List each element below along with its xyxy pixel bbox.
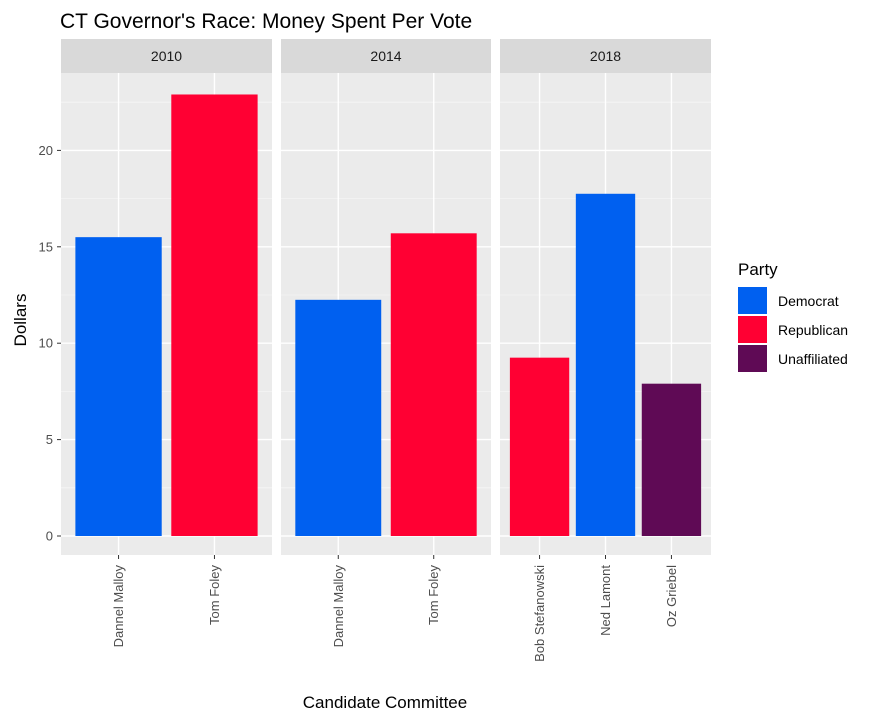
legend-key-republican xyxy=(738,316,767,343)
y-tick-label: 15 xyxy=(39,239,53,254)
x-tick-label: Oz Griebel xyxy=(664,565,679,627)
bar-dannel-malloy xyxy=(75,237,162,536)
y-tick-label: 5 xyxy=(46,432,53,447)
legend-title: Party xyxy=(738,260,778,279)
y-tick-label: 0 xyxy=(46,529,53,544)
legend: Party Democrat Republican Unaffiliated xyxy=(738,260,848,372)
y-tick-label: 20 xyxy=(39,143,53,158)
facet-panels: 2010 Dannel Malloy Tom Foley 2014 Dannel Mal… xyxy=(61,39,711,662)
facet-strip xyxy=(500,39,711,73)
bar-oz-griebel xyxy=(641,383,702,536)
bar-tom-foley xyxy=(390,233,477,536)
legend-key-democrat xyxy=(738,287,767,314)
bar-dannel-malloy xyxy=(295,299,382,536)
facet-strip-label: 2010 xyxy=(151,48,182,64)
facet-strip-label: 2014 xyxy=(370,48,401,64)
y-axis-title: Dollars xyxy=(11,294,30,347)
facet-strip xyxy=(61,39,272,73)
x-tick-label: Tom Foley xyxy=(207,565,222,625)
x-tick-label: Tom Foley xyxy=(426,565,441,625)
y-tick-label: 10 xyxy=(39,336,53,351)
bar-ned-lamont xyxy=(575,193,636,536)
legend-label-republican: Republican xyxy=(778,322,848,338)
facet-strip-label: 2018 xyxy=(590,48,621,64)
x-tick-label: Ned Lamont xyxy=(598,565,613,636)
facet-panel-2018: 2018 Bob Stefanowski Ned Lamont Oz Griebel xyxy=(500,39,711,662)
x-tick-label: Bob Stefanowski xyxy=(532,565,547,662)
legend-key-unaffiliated xyxy=(738,345,767,372)
x-axis-title: Candidate Committee xyxy=(303,693,467,712)
legend-label-democrat: Democrat xyxy=(778,293,839,309)
facet-panel-2010: 2010 Dannel Malloy Tom Foley xyxy=(61,39,272,647)
bar-bob-stefanowski xyxy=(509,357,570,536)
facet-strip xyxy=(281,39,491,73)
x-tick-label: Dannel Malloy xyxy=(331,565,346,648)
chart-title: CT Governor's Race: Money Spent Per Vote xyxy=(60,10,472,33)
facet-panel-2014: 2014 Dannel Malloy Tom Foley xyxy=(281,39,491,647)
y-axis: 0 5 10 15 20 xyxy=(39,143,61,544)
bar-tom-foley xyxy=(171,94,258,536)
legend-label-unaffiliated: Unaffiliated xyxy=(778,351,848,367)
x-tick-label: Dannel Malloy xyxy=(111,565,126,648)
